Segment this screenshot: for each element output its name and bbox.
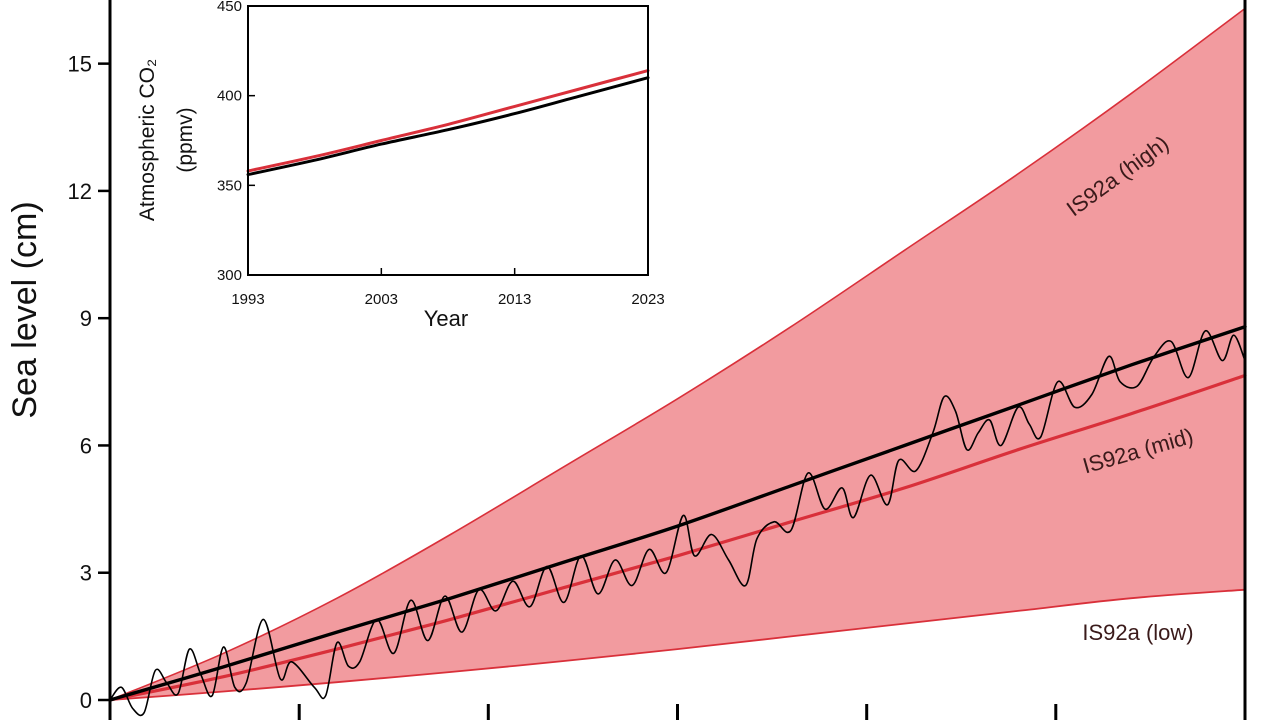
y-tick-label: 3 xyxy=(80,561,92,586)
label-is92a-low: IS92a (low) xyxy=(1082,620,1193,645)
band-high-edge xyxy=(109,7,1246,701)
inset-y-tick-label: 300 xyxy=(217,267,242,284)
inset-x-tick-label: 2003 xyxy=(365,291,398,308)
y-tick-label: 15 xyxy=(68,52,92,77)
main-axes: 0 3 6 9 12 15 xyxy=(68,0,1247,720)
inset-y-tick-label: 400 xyxy=(217,88,242,105)
y-tick-label: 0 xyxy=(80,688,92,713)
inset-x-axis-label: Year xyxy=(424,306,468,331)
band-low-edge xyxy=(109,588,1246,701)
main-series-layer xyxy=(108,325,1247,717)
inset-axes: 1993 2003 2013 2023 300 350 400 450 xyxy=(217,0,665,308)
inset-x-tick-label: 1993 xyxy=(231,291,264,308)
inset-frame xyxy=(247,5,649,276)
inset-y-axis-label-line2: (ppmv) xyxy=(174,107,197,172)
observed-sea-level-line xyxy=(109,330,1246,717)
inset-series-layer xyxy=(246,69,650,177)
y-tick-label: 12 xyxy=(68,179,92,204)
inset-y-tick-label: 350 xyxy=(217,177,242,194)
inset-background xyxy=(248,6,648,275)
band-fill xyxy=(110,8,1245,700)
is92a-mid-line xyxy=(108,373,1247,702)
inset-y-tick-label: 450 xyxy=(217,0,242,15)
is92a-range-band xyxy=(109,7,1246,701)
y-axis-label: Sea level (cm) xyxy=(6,201,44,418)
y-tick-label: 9 xyxy=(80,306,92,331)
inset-red-line xyxy=(246,69,650,173)
y-tick-label: 6 xyxy=(80,433,92,458)
inset-x-tick-label: 2023 xyxy=(631,291,664,308)
inset-x-tick-label: 2013 xyxy=(498,291,531,308)
co2-inset: 1993 2003 2013 2023 300 350 400 450 Year Atmosp… xyxy=(136,0,665,331)
inset-black-line xyxy=(246,76,650,177)
inset-y-axis-label-line1: Atmospheric CO₂ xyxy=(136,59,159,221)
